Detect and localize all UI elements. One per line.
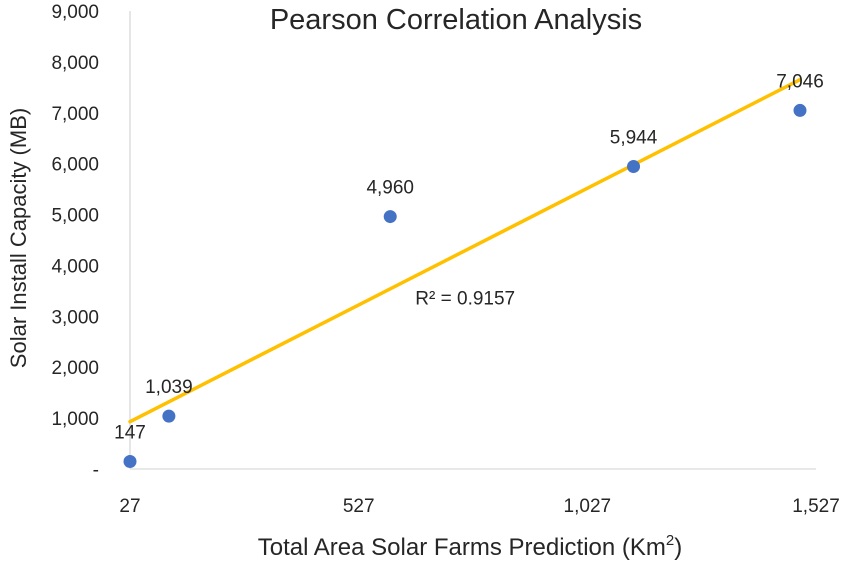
y-tick-label: 1,000 bbox=[51, 409, 99, 430]
x-tick-label: 1,527 bbox=[792, 496, 840, 517]
data-point bbox=[123, 455, 137, 469]
data-label: 5,944 bbox=[610, 128, 658, 149]
y-tick-label: 5,000 bbox=[51, 206, 99, 227]
data-point bbox=[383, 210, 397, 224]
y-tick-label: 4,000 bbox=[51, 256, 99, 277]
x-axis-title-text: Total Area Solar Farms Prediction (Km bbox=[258, 534, 666, 561]
y-axis-title: Solar Install Capacity (MB) bbox=[6, 108, 31, 368]
x-tick-label: 27 bbox=[119, 496, 140, 517]
y-tick-label: 9,000 bbox=[51, 2, 99, 23]
x-axis-title-close: ) bbox=[674, 534, 682, 561]
y-tick-label: - bbox=[93, 460, 99, 481]
y-tick-label: 8,000 bbox=[51, 53, 99, 74]
chart-title: Pearson Correlation Analysis bbox=[270, 4, 642, 36]
y-tick-label: 6,000 bbox=[51, 155, 99, 176]
x-axis-title-superscript: 2 bbox=[666, 532, 674, 549]
data-point bbox=[627, 160, 641, 174]
trendline-r2-label: R² = 0.9157 bbox=[415, 289, 515, 310]
x-tick-label: 1,027 bbox=[564, 496, 612, 517]
data-point bbox=[793, 103, 807, 117]
y-tick-label: 7,000 bbox=[51, 104, 99, 125]
data-label: 147 bbox=[114, 423, 146, 444]
y-tick-label: 2,000 bbox=[51, 358, 99, 379]
x-axis-title: Total Area Solar Farms Prediction (Km2) bbox=[258, 532, 682, 561]
data-label: 1,039 bbox=[145, 377, 193, 398]
trendline bbox=[128, 77, 802, 424]
x-tick-label: 527 bbox=[343, 496, 375, 517]
data-label: 4,960 bbox=[366, 178, 414, 199]
y-tick-label: 3,000 bbox=[51, 307, 99, 328]
data-label: 7,046 bbox=[776, 71, 824, 92]
data-point bbox=[162, 409, 176, 423]
